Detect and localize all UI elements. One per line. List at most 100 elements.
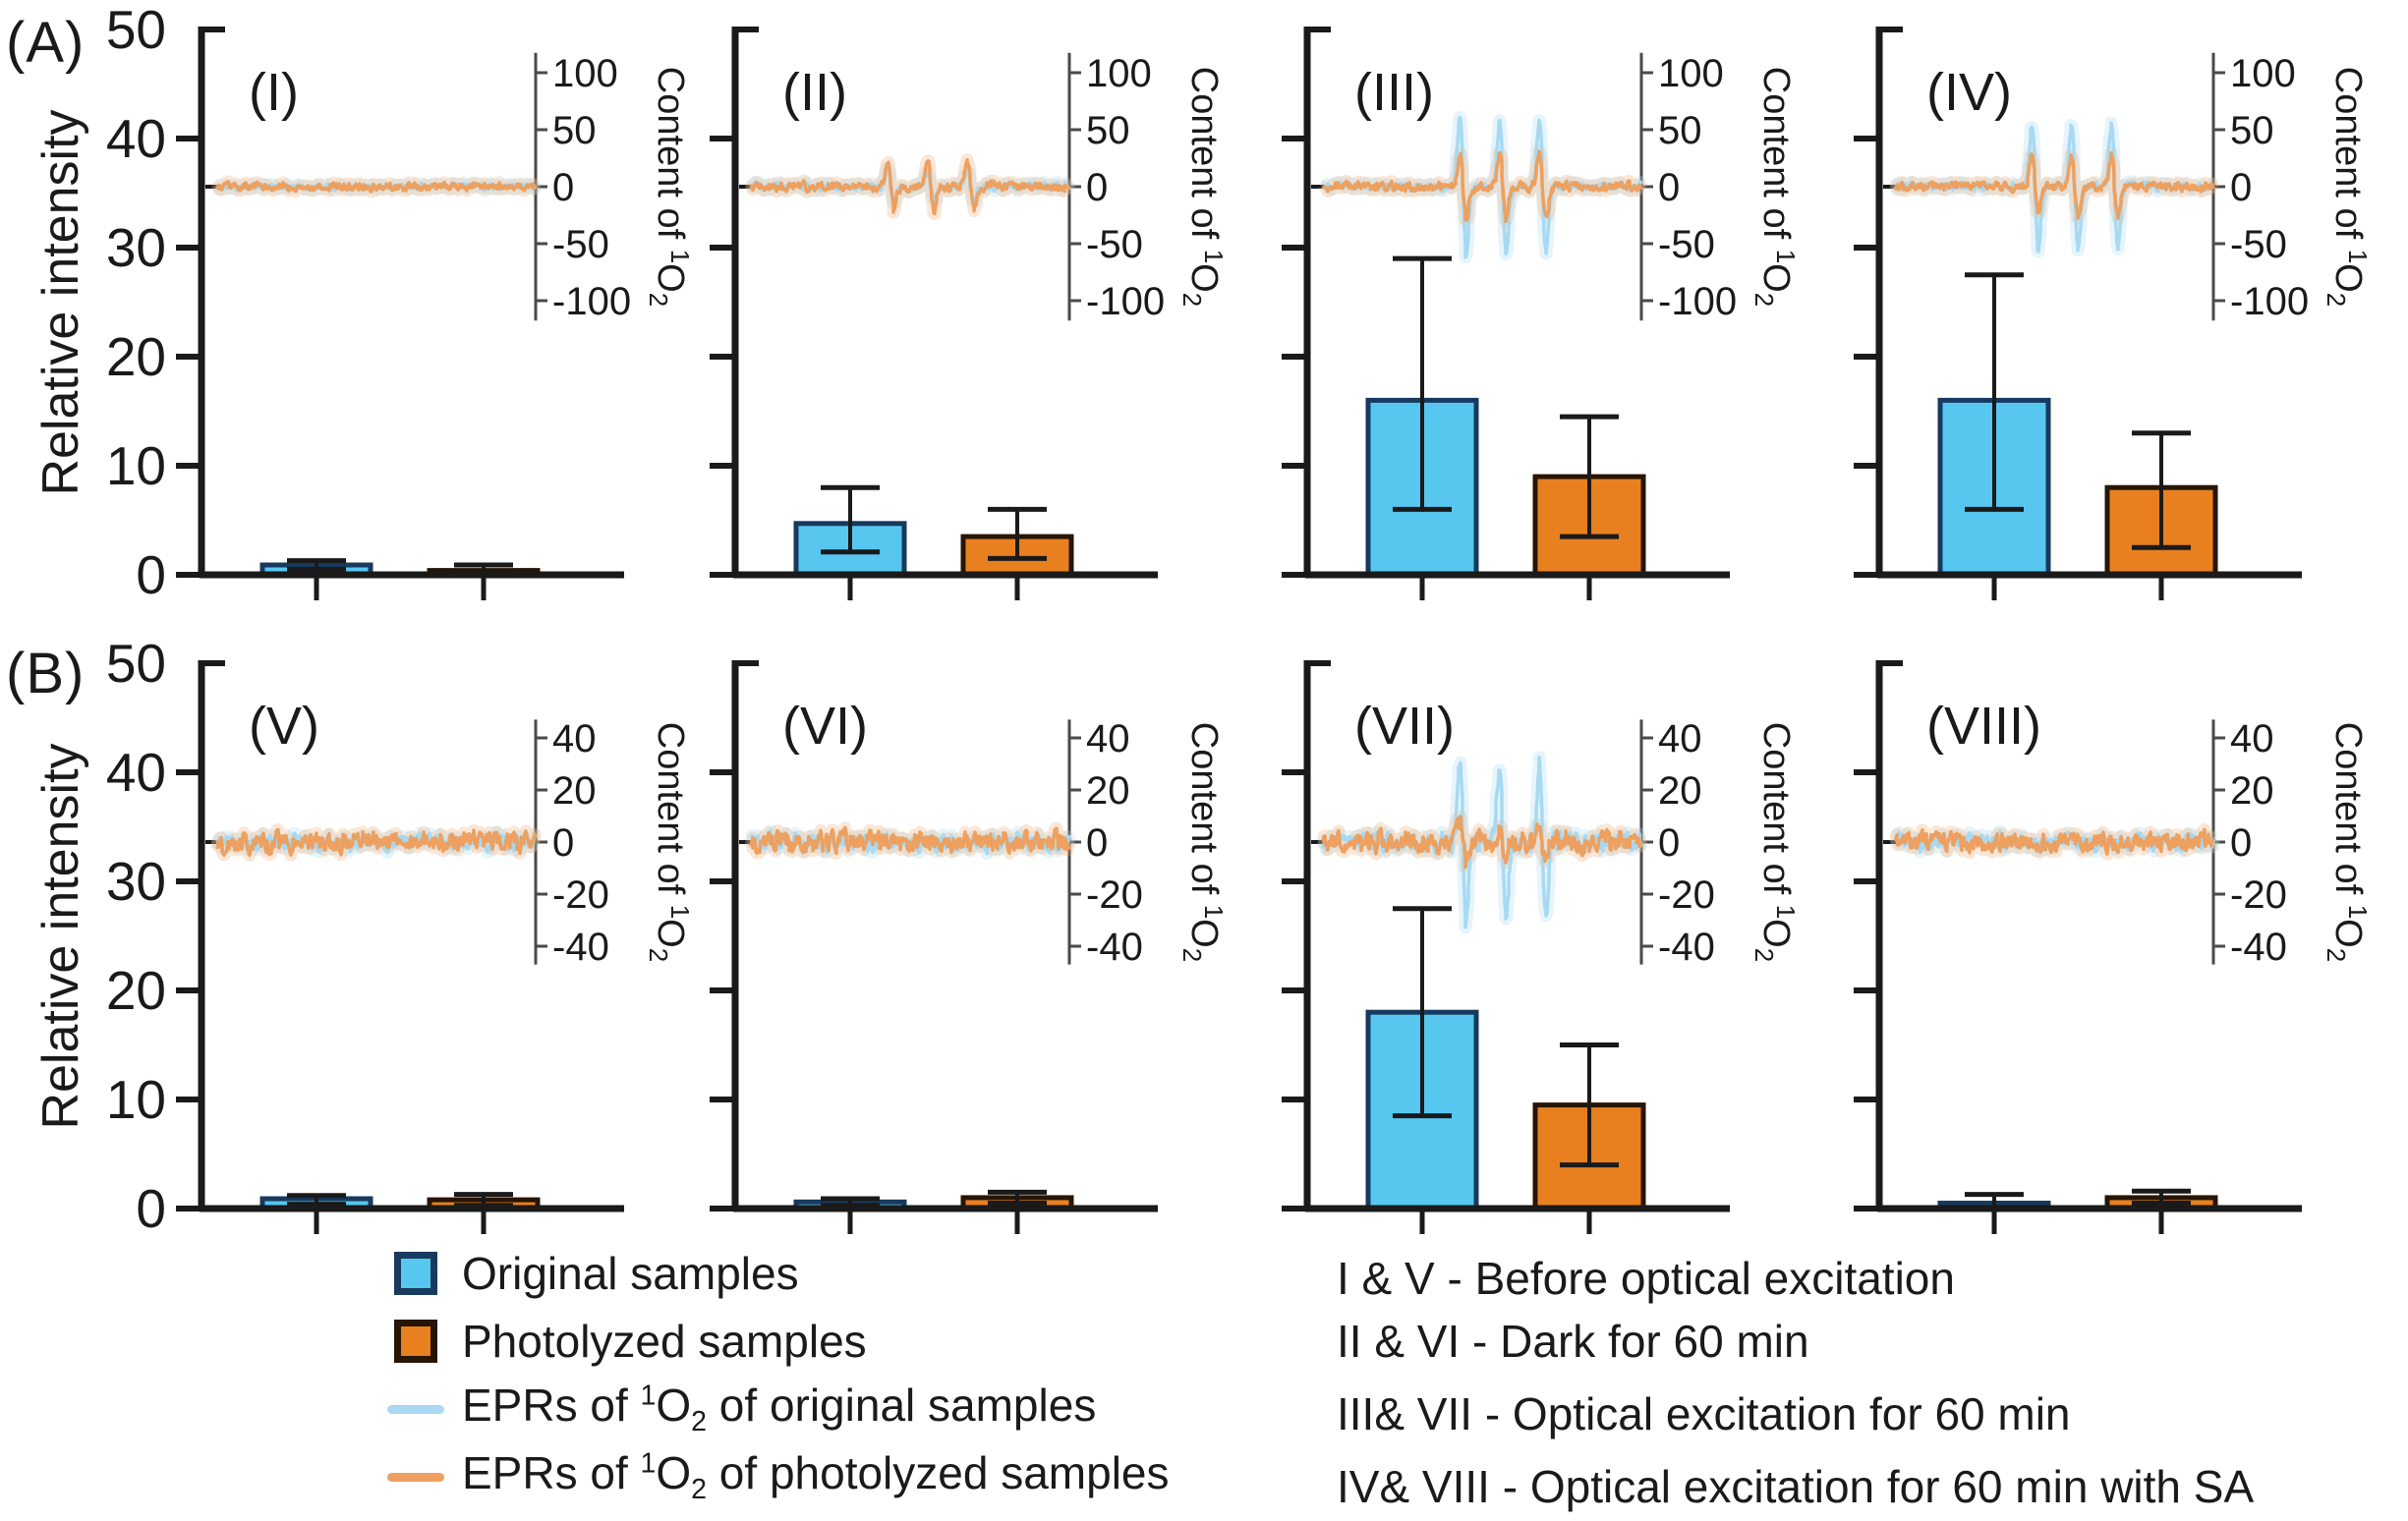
inset-tick-label: -20 (1086, 873, 1143, 917)
inset-tick-label: 20 (1658, 769, 1702, 813)
y-tick-label: 50 (106, 634, 166, 694)
inset-axis-title: Content of 1O2 (1177, 67, 1229, 307)
inset-tick-label: -40 (1086, 926, 1143, 969)
condition-line-3: III& VII - Optical excitation for 60 min (1337, 1388, 2071, 1439)
inset-tick-label: -50 (1658, 223, 1715, 266)
legend-item-photolyzed-samples: Photolyzed samples (387, 1316, 867, 1367)
legend-item-epr-photolyzed: EPRs of 1O2 of photolyzed samples (387, 1447, 1170, 1506)
epr-trace-photolyzed (215, 180, 538, 194)
inset-tick-label: 0 (1086, 821, 1108, 865)
inset-tick-label: 40 (1086, 717, 1130, 760)
panel-VI: (VI) 40 20 0 -20 -40 Content of 1O2 (710, 660, 1229, 1234)
inset-tick-label: 0 (2230, 821, 2252, 865)
inset-tick-label: 50 (2230, 109, 2274, 152)
y-tick-label: 40 (106, 108, 166, 169)
inset-axis-title: Content of 1O2 (1749, 67, 1801, 307)
legend-label: EPRs of 1O2 of photolyzed samples (462, 1447, 1170, 1506)
inset-tick-label: -20 (1658, 873, 1715, 917)
inset-tick-label: 0 (2230, 166, 2252, 209)
inset-tick-label: 0 (1086, 166, 1108, 209)
inset-tick-label: -100 (2230, 280, 2309, 323)
condition-line-4: IV& VIII - Optical excitation for 60 min… (1337, 1461, 2255, 1512)
epr-trace-photolyzed (1322, 149, 1643, 224)
inset-tick-label: 20 (552, 769, 597, 813)
panel-VIII: (VIII) 40 20 0 -20 -40 Content of 1O2 (1854, 660, 2373, 1234)
condition-line-1: I & V - Before optical excitation (1337, 1253, 1955, 1304)
legend-label: EPRs of 1O2 of original samples (462, 1380, 1097, 1438)
epr-trace-photolyzed (749, 157, 1071, 216)
epr-trace-photolyzed (1321, 815, 1643, 870)
inset-tick-label: 0 (552, 821, 574, 865)
inset-tick-label: 0 (1658, 821, 1680, 865)
row-a-panels: 0 10 20 30 40 50 (I) 100 50 0 -50 -100 Content of 1O… (106, 0, 2373, 605)
panel-label: (VII) (1354, 697, 1455, 756)
y-tick-label: 30 (106, 851, 166, 912)
panel-label: (V) (249, 697, 319, 756)
y-tick-label: 10 (106, 1069, 166, 1130)
y-tick-label: 30 (106, 217, 166, 278)
inset-tick-label: 0 (552, 166, 574, 209)
epr-trace-photolyzed (1893, 150, 2215, 220)
y-tick-label: 0 (136, 544, 166, 605)
panel-label: (VI) (782, 697, 868, 756)
epr-trace-photolyzed (1893, 827, 2215, 856)
inset-axis-title: Content of 1O2 (1177, 722, 1229, 962)
inset-tick-label: 40 (552, 717, 597, 760)
inset-tick-label: 40 (1658, 717, 1702, 760)
blue-square-swatch (394, 1252, 437, 1295)
y-tick-label: 20 (106, 326, 166, 387)
panel-II: (II) 100 50 0 -50 -100 Content of 1O2 (710, 27, 1229, 600)
panel-label: (II) (782, 63, 847, 122)
legend-item-original-samples: Original samples (387, 1248, 799, 1299)
inset-axis-title: Content of 1O2 (2322, 722, 2373, 962)
inset-tick-label: 100 (1086, 52, 1152, 95)
y-tick-label: 20 (106, 960, 166, 1021)
inset-tick-label: -20 (552, 873, 609, 917)
light-blue-line-swatch (387, 1404, 444, 1414)
inset-axis-title: Content of 1O2 (2322, 67, 2373, 307)
inset-tick-label: 20 (1086, 769, 1130, 813)
inset-tick-label: 50 (1658, 109, 1702, 152)
inset-tick-label: -50 (552, 223, 609, 266)
panel-I: 0 10 20 30 40 50 (I) 100 50 0 -50 -100 Content of 1O… (106, 0, 695, 605)
panel-IV: (IV) 100 50 0 -50 -100 Content of 1O2 (1854, 27, 2373, 600)
condition-line-2: II & VI - Dark for 60 min (1337, 1316, 1809, 1367)
y-tick-label: 40 (106, 742, 166, 803)
inset-tick-label: -100 (1086, 280, 1165, 323)
y-tick-label: 50 (106, 0, 166, 60)
inset-tick-label: -100 (1658, 280, 1737, 323)
original-samples-swatch (387, 1252, 444, 1295)
epr-trace-photolyzed (215, 827, 538, 858)
inset-tick-label: 100 (2230, 52, 2296, 95)
y-tick-label: 0 (136, 1178, 166, 1239)
orange-square-swatch (394, 1320, 437, 1363)
inset-axis-title: Content of 1O2 (1749, 722, 1801, 962)
panel-III: (III) 100 50 0 -50 -100 Content of 1O2 (1282, 27, 1801, 600)
inset-tick-label: 100 (552, 52, 618, 95)
inset-tick-label: -20 (2230, 873, 2287, 917)
epr-original-line-swatch (387, 1404, 444, 1414)
inset-tick-label: 50 (552, 109, 597, 152)
inset-tick-label: -100 (552, 280, 631, 323)
inset-axis-title: Content of 1O2 (644, 67, 695, 307)
y-tick-label: 10 (106, 435, 166, 496)
inset-tick-label: -50 (1086, 223, 1143, 266)
panel-label: (I) (249, 63, 299, 122)
legend-item-epr-original: EPRs of 1O2 of original samples (387, 1380, 1096, 1438)
panel-V: 0 10 20 30 40 50 (V) 40 20 0 -20 -40 Content of 1O2 (106, 634, 695, 1239)
inset-axis-title: Content of 1O2 (644, 722, 695, 962)
panel-label: (III) (1354, 63, 1434, 122)
light-orange-line-swatch (387, 1472, 444, 1482)
panel-label: (VIII) (1926, 697, 2041, 756)
inset-tick-label: 100 (1658, 52, 1724, 95)
inset-tick-label: 40 (2230, 717, 2274, 760)
inset-tick-label: 0 (1658, 166, 1680, 209)
row-a-label: (A) (6, 11, 86, 75)
row-b-label: (B) (6, 642, 86, 705)
legend-label: Photolyzed samples (462, 1316, 867, 1367)
inset-tick-label: 20 (2230, 769, 2274, 813)
inset-tick-label: -40 (552, 926, 609, 969)
photolyzed-samples-swatch (387, 1320, 444, 1363)
